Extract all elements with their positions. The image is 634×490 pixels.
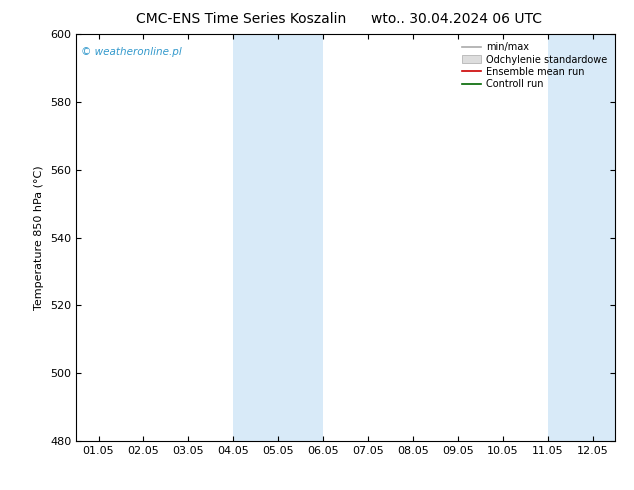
Y-axis label: Temperature 850 hPa (°C): Temperature 850 hPa (°C) [34,165,44,310]
Legend: min/max, Odchylenie standardowe, Ensemble mean run, Controll run: min/max, Odchylenie standardowe, Ensembl… [459,39,610,92]
Text: wto.. 30.04.2024 06 UTC: wto.. 30.04.2024 06 UTC [371,12,542,26]
Bar [233,34,323,441]
Text: CMC-ENS Time Series Koszalin: CMC-ENS Time Series Koszalin [136,12,346,26]
Bar [548,34,634,441]
Text: © weatheronline.pl: © weatheronline.pl [81,47,182,56]
